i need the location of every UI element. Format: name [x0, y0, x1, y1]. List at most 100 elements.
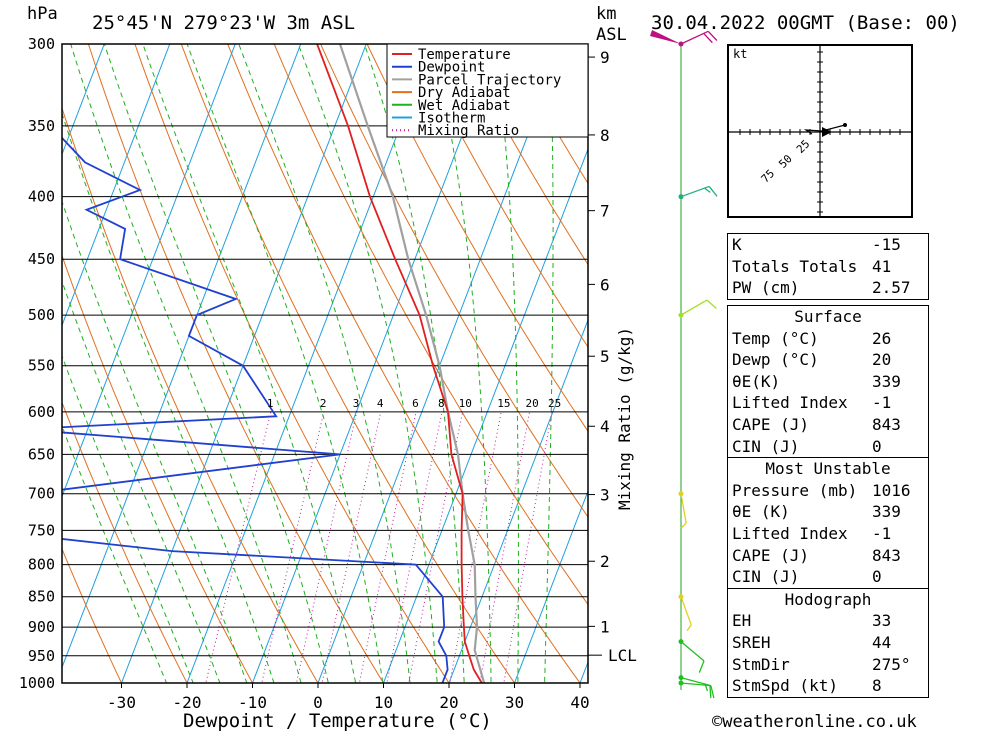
height-unit-top: km [596, 4, 616, 24]
dry-adiabat-line [62, 106, 319, 683]
legend-label: Isotherm [418, 111, 485, 127]
wind-barb-flag [708, 186, 718, 197]
mixing-ratio-line [408, 411, 464, 683]
dry-adiabat-line [366, 44, 588, 433]
surface-title: Surface [794, 307, 862, 326]
pressure-tick-label: 950 [28, 647, 55, 665]
indices-table-surface: Surface Temp (°C) 26 Dewp (°C) 20 θE(K) 339… [727, 305, 929, 698]
dry-adiabat-line [62, 547, 123, 683]
wet-adiabat-line [544, 44, 554, 683]
wind-barb-flag [704, 187, 711, 193]
height-axis: 1 2 3 4 5 6 7 8 9 LCL [588, 48, 637, 665]
hodograph-panel: 25 50 75 kt [727, 44, 913, 218]
dry-adiabat-line [459, 44, 588, 266]
dry-adiabat-line [87, 44, 385, 683]
indices-table-top: K -15 Totals Totals 41 PW (cm) 2.57 [727, 233, 929, 300]
isotherm-line [62, 44, 236, 498]
temperature-tick-label: -30 [107, 693, 136, 712]
dry-adiabat-line [320, 44, 588, 518]
wind-barb-flag [710, 685, 715, 699]
index-row: K -15 [732, 235, 901, 254]
mixing-ratio-label: 15 [497, 397, 510, 410]
pressure-tick-label: 1000 [19, 674, 55, 692]
height-tick-label: 7 [600, 202, 610, 221]
wet-adiabat-line [494, 44, 519, 683]
mixing-ratio-label: 1 [267, 397, 274, 410]
isotherm-line [186, 44, 433, 683]
height-tick-label: 9 [600, 48, 610, 67]
wind-barb-flag [698, 660, 705, 673]
hodograph-ring-label: 25 [794, 137, 813, 156]
wind-barb-column [650, 30, 718, 699]
hodograph-ring-label: 50 [776, 152, 795, 171]
index-row: Totals Totals 41 [732, 256, 892, 276]
wet-adiabat-line [62, 111, 275, 683]
isotherm-line [62, 44, 105, 156]
wind-barb-staff [680, 30, 709, 45]
isotherm-line [382, 147, 588, 683]
pressure-tick-label: 750 [28, 521, 55, 539]
hodograph-unit: kt [733, 47, 748, 61]
wet-adiabat-line [186, 44, 384, 683]
pressure-tick-label: 450 [28, 250, 55, 268]
height-unit-bottom: ASL [596, 25, 627, 45]
pressure-unit: hPa [27, 4, 58, 24]
hodograph-point [843, 123, 847, 127]
height-tick-label: 2 [600, 552, 610, 571]
wind-barb-flag [703, 32, 713, 44]
most-unstable-title: Most Unstable [728, 457, 928, 480]
temperature-tick-label: 0 [313, 693, 323, 712]
legend-label: Parcel Trajectory [418, 72, 561, 88]
isotherm-line [251, 44, 498, 683]
wet-adiabat-line [431, 44, 492, 683]
height-tick-label: 6 [600, 275, 610, 294]
wind-barb-staff [680, 299, 708, 316]
height-tick-label: 4 [600, 417, 610, 436]
mixing-ratio-line [261, 411, 325, 683]
legend-label: Wet Adiabat [418, 98, 511, 114]
pressure-tick-label: 850 [28, 588, 55, 606]
lcl-label: LCL [608, 646, 637, 665]
mixing-ratio-label: 3 [353, 397, 360, 410]
mixing-ratio-line [503, 411, 553, 683]
wind-barb-flag [704, 683, 709, 692]
parcel-trajectory-line [338, 44, 486, 683]
datetime-label: 30.04.2022 00GMT (Base: 00) [651, 12, 960, 34]
pressure-tick-label: 350 [28, 117, 55, 135]
legend-frame [386, 43, 589, 138]
location-label: 25°45'N 279°23'W 3m ASL [92, 12, 355, 34]
mixing-ratio-line [449, 411, 502, 683]
hodograph-ring-label: 75 [759, 167, 778, 186]
temperature-tick-label: -10 [238, 693, 267, 712]
x-axis-label: Dewpoint / Temperature (°C) [183, 710, 492, 732]
mixing-ratio-label: 10 [459, 397, 472, 410]
pressure-tick-label: 500 [28, 306, 55, 324]
hodograph-trace [803, 124, 846, 135]
height-tick-label: 1 [600, 617, 610, 636]
pressure-tick-label: 600 [28, 403, 55, 421]
mixing-ratio-label: 4 [377, 397, 384, 410]
site-credit[interactable]: ©weatheronline.co.uk [712, 712, 917, 732]
hodograph-title: Hodograph [728, 587, 928, 611]
mixing-ratio-label: 20 [526, 397, 539, 410]
dry-adiabat-line [180, 44, 516, 683]
top-wind-pennant [650, 30, 681, 44]
mixing-ratio-line [205, 411, 272, 683]
mixing-ratio-line [386, 411, 443, 683]
mixing-ratio-line [358, 411, 417, 683]
isotherm-line [62, 44, 171, 327]
isotherm-line [120, 44, 367, 683]
pressure-tick-label: 400 [28, 188, 55, 206]
dry-adiabat-line [134, 44, 450, 683]
isotherm-line [62, 44, 302, 669]
wind-barb-staff [680, 641, 705, 662]
wet-adiabat-line [297, 44, 438, 683]
dry-adiabat-line [273, 44, 588, 606]
pressure-tick-label: 300 [28, 35, 55, 53]
wet-adiabat-line [62, 424, 168, 683]
dry-adiabat-line [956, 26, 1000, 709]
wind-barb-flag [709, 685, 712, 699]
wind-barb-flag [686, 624, 692, 632]
